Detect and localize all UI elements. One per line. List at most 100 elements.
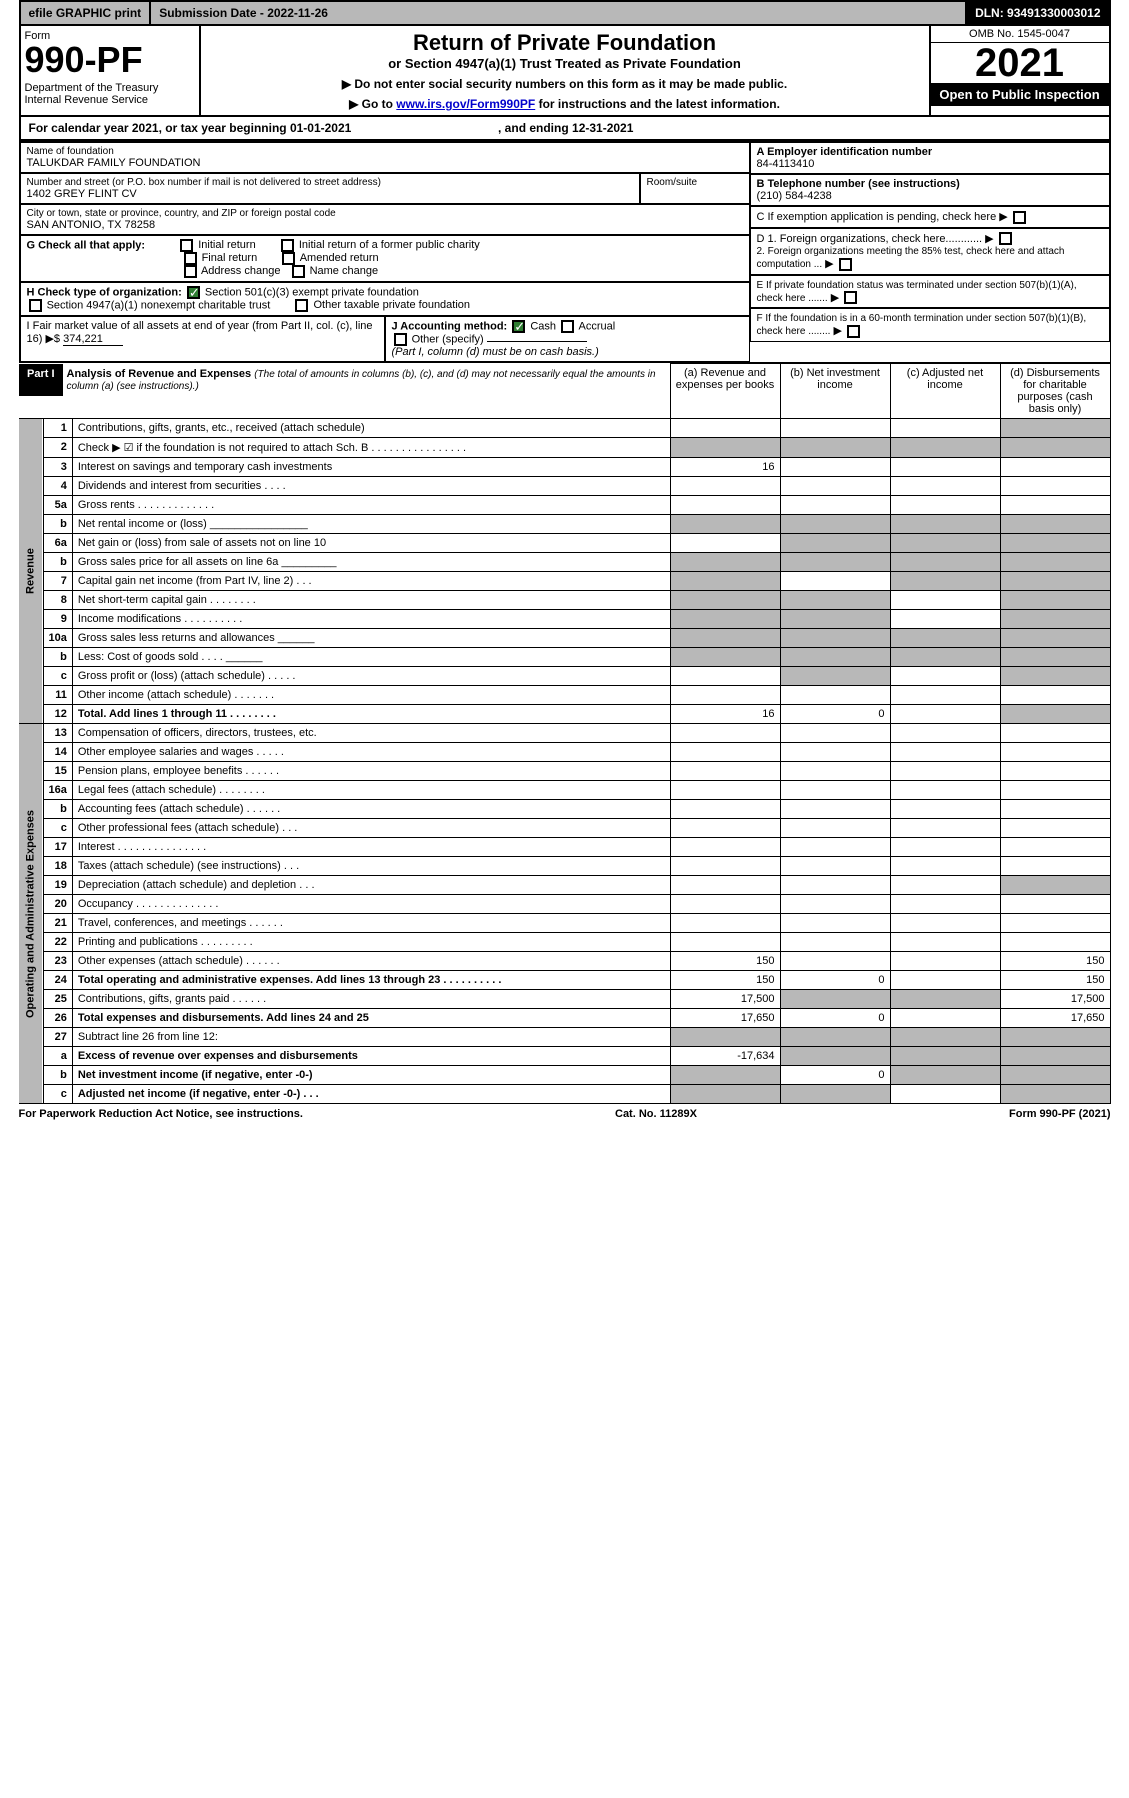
- line-number: 9: [43, 610, 72, 629]
- amount-cell: [670, 933, 780, 952]
- address-change-checkbox[interactable]: [184, 265, 197, 278]
- amended-return-checkbox[interactable]: [282, 252, 295, 265]
- part1-label: Part I: [19, 364, 63, 396]
- line-description: Contributions, gifts, grants, etc., rece…: [72, 419, 670, 438]
- amount-cell: [890, 534, 1000, 553]
- line-description: Other income (attach schedule) . . . . .…: [72, 686, 670, 705]
- f-checkbox[interactable]: [847, 325, 860, 338]
- amount-cell: [890, 629, 1000, 648]
- d2-checkbox[interactable]: [839, 258, 852, 271]
- 4947-checkbox[interactable]: [29, 299, 42, 312]
- d1-checkbox[interactable]: [999, 232, 1012, 245]
- final-return-checkbox[interactable]: [184, 252, 197, 265]
- amount-cell: [780, 1028, 890, 1047]
- j-note: (Part I, column (d) must be on cash basi…: [392, 346, 599, 358]
- d1-label: D 1. Foreign organizations, check here..…: [757, 233, 983, 245]
- d2-label: 2. Foreign organizations meeting the 85%…: [757, 246, 1065, 270]
- amount-cell: [1000, 458, 1110, 477]
- c-checkbox[interactable]: [1013, 211, 1026, 224]
- amount-cell: [670, 1028, 780, 1047]
- line-description: Contributions, gifts, grants paid . . . …: [72, 990, 670, 1009]
- amount-cell: [670, 914, 780, 933]
- other-taxable-checkbox[interactable]: [295, 299, 308, 312]
- table-row: 9Income modifications . . . . . . . . . …: [19, 610, 1110, 629]
- line-description: Taxes (attach schedule) (see instruction…: [72, 857, 670, 876]
- tel-label: B Telephone number (see instructions): [757, 178, 960, 190]
- amount-cell: [780, 534, 890, 553]
- street-address: 1402 GREY FLINT CV: [27, 188, 633, 200]
- line-number: b: [43, 515, 72, 534]
- amount-cell: [890, 800, 1000, 819]
- amount-cell: [1000, 819, 1110, 838]
- amount-cell: [890, 572, 1000, 591]
- amount-cell: [780, 762, 890, 781]
- amount-cell: [780, 648, 890, 667]
- amount-cell: [1000, 419, 1110, 438]
- city-label: City or town, state or province, country…: [27, 208, 743, 219]
- amount-cell: 17,500: [1000, 990, 1110, 1009]
- line-description: Net gain or (loss) from sale of assets n…: [72, 534, 670, 553]
- amount-cell: [780, 952, 890, 971]
- form-header: Form 990-PF Department of the Treasury I…: [19, 26, 1111, 117]
- footer-right: Form 990-PF (2021): [1009, 1108, 1110, 1120]
- amount-cell: [670, 857, 780, 876]
- amount-cell: [890, 553, 1000, 572]
- name-change-checkbox[interactable]: [292, 265, 305, 278]
- amount-cell: [780, 781, 890, 800]
- dln-label: DLN: 93491330003012: [967, 2, 1108, 24]
- line-description: Dividends and interest from securities .…: [72, 477, 670, 496]
- amount-cell: [1000, 610, 1110, 629]
- amount-cell: [1000, 496, 1110, 515]
- amount-cell: 17,500: [670, 990, 780, 1009]
- amount-cell: [670, 838, 780, 857]
- initial-former-checkbox[interactable]: [281, 239, 294, 252]
- amount-cell: [1000, 914, 1110, 933]
- line-description: Other expenses (attach schedule) . . . .…: [72, 952, 670, 971]
- e-checkbox[interactable]: [844, 291, 857, 304]
- amount-cell: [780, 686, 890, 705]
- e-label: E If private foundation status was termi…: [757, 280, 1077, 304]
- table-row: 7Capital gain net income (from Part IV, …: [19, 572, 1110, 591]
- amount-cell: [670, 629, 780, 648]
- amount-cell: [780, 743, 890, 762]
- amount-cell: 17,650: [670, 1009, 780, 1028]
- amount-cell: [670, 781, 780, 800]
- amount-cell: [780, 419, 890, 438]
- amount-cell: [780, 914, 890, 933]
- amount-cell: [1000, 743, 1110, 762]
- amount-cell: [890, 496, 1000, 515]
- amount-cell: [1000, 800, 1110, 819]
- form-title: Return of Private Foundation: [205, 30, 925, 56]
- table-row: 20Occupancy . . . . . . . . . . . . . .: [19, 895, 1110, 914]
- table-row: 11Other income (attach schedule) . . . .…: [19, 686, 1110, 705]
- amount-cell: [1000, 667, 1110, 686]
- irs-link[interactable]: www.irs.gov/Form990PF: [396, 97, 535, 111]
- part1-title: Analysis of Revenue and Expenses: [67, 368, 252, 380]
- accrual-checkbox[interactable]: [561, 320, 574, 333]
- amount-cell: [890, 933, 1000, 952]
- initial-return-checkbox[interactable]: [180, 239, 193, 252]
- submission-date: Submission Date - 2022-11-26: [151, 2, 967, 24]
- cash-checkbox[interactable]: [512, 320, 525, 333]
- line-number: 7: [43, 572, 72, 591]
- line-description: Capital gain net income (from Part IV, l…: [72, 572, 670, 591]
- entity-info: Name of foundation TALUKDAR FAMILY FOUND…: [19, 141, 1111, 363]
- line-number: 4: [43, 477, 72, 496]
- amount-cell: [1000, 477, 1110, 496]
- table-row: 5aGross rents . . . . . . . . . . . . .: [19, 496, 1110, 515]
- amount-cell: [1000, 553, 1110, 572]
- amount-cell: [670, 1066, 780, 1085]
- 501c3-checkbox[interactable]: [187, 286, 200, 299]
- line-number: 17: [43, 838, 72, 857]
- table-row: 22Printing and publications . . . . . . …: [19, 933, 1110, 952]
- amount-cell: [1000, 876, 1110, 895]
- amount-cell: [1000, 857, 1110, 876]
- amount-cell: [670, 819, 780, 838]
- amount-cell: [1000, 781, 1110, 800]
- line-number: 27: [43, 1028, 72, 1047]
- line-description: Adjusted net income (if negative, enter …: [72, 1085, 670, 1104]
- table-row: 19Depreciation (attach schedule) and dep…: [19, 876, 1110, 895]
- line-description: Income modifications . . . . . . . . . .: [72, 610, 670, 629]
- line-description: Occupancy . . . . . . . . . . . . . .: [72, 895, 670, 914]
- other-method-checkbox[interactable]: [394, 333, 407, 346]
